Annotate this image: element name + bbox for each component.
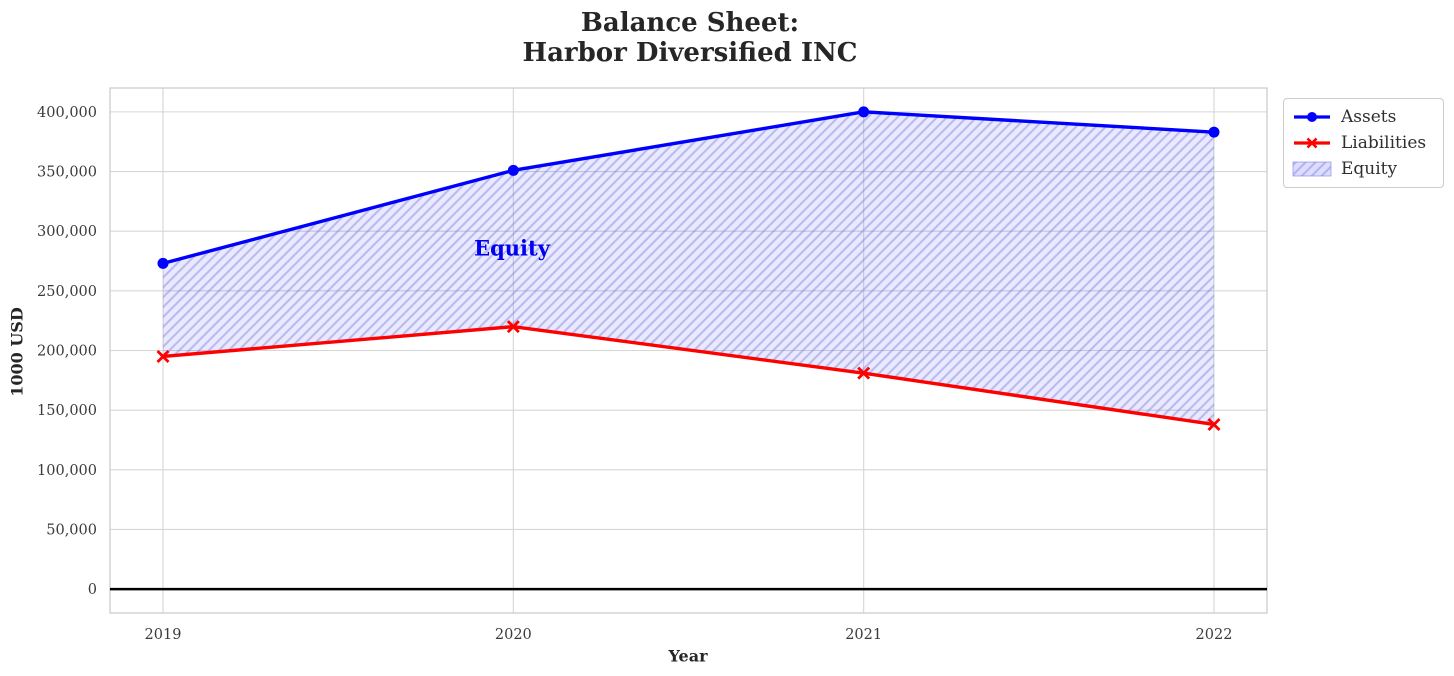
y-axis-label: 1000 USD <box>7 307 27 397</box>
chart-title-line1: Balance Sheet: <box>580 8 800 38</box>
assets-marker <box>507 164 519 176</box>
assets-line-icon <box>1292 109 1332 125</box>
assets-marker <box>858 106 870 118</box>
y-tick-label: 100,000 <box>37 463 97 479</box>
assets-line <box>162 110 1215 266</box>
y-tick-label: 50,000 <box>46 522 97 538</box>
plot-border <box>109 87 1268 614</box>
liabilities-marker <box>156 349 170 363</box>
y-tick-label: 300,000 <box>37 224 97 240</box>
x-axis-label: Year <box>668 646 708 666</box>
equity-area-hatch <box>163 111 1214 425</box>
liabilities-marker <box>506 320 520 334</box>
y-tick-label: 400,000 <box>37 105 97 121</box>
legend-label-equity: Equity <box>1341 159 1398 179</box>
x-tick-label: 2020 <box>495 627 532 643</box>
legend: Assets Liabilities Equity <box>1283 98 1444 188</box>
y-tick-label: 0 <box>88 582 97 598</box>
liabilities-line <box>162 324 1215 427</box>
equity-patch-icon <box>1292 161 1332 177</box>
liabilities-line-icon <box>1292 135 1332 151</box>
liabilities-marker <box>1207 417 1221 431</box>
y-tick-label: 200,000 <box>37 344 97 360</box>
x-tick-label: 2021 <box>845 627 882 643</box>
legend-item-equity: Equity <box>1292 156 1435 182</box>
y-tick-label: 150,000 <box>37 403 97 419</box>
x-tick-label: 2019 <box>145 627 182 643</box>
equity-annotation: Equity <box>474 235 550 261</box>
legend-label-liabilities: Liabilities <box>1341 133 1427 153</box>
liabilities-marker <box>857 366 871 380</box>
assets-marker <box>1208 126 1220 138</box>
legend-item-assets: Assets <box>1292 104 1435 130</box>
y-tick-label: 250,000 <box>37 284 97 300</box>
x-tick-label: 2022 <box>1196 627 1233 643</box>
y-tick-label: 350,000 <box>37 165 97 181</box>
legend-item-liabilities: Liabilities <box>1292 130 1435 156</box>
legend-label-assets: Assets <box>1341 107 1397 127</box>
chart-title-line2: Harbor Diversified INC <box>522 38 858 68</box>
assets-marker <box>157 257 169 269</box>
